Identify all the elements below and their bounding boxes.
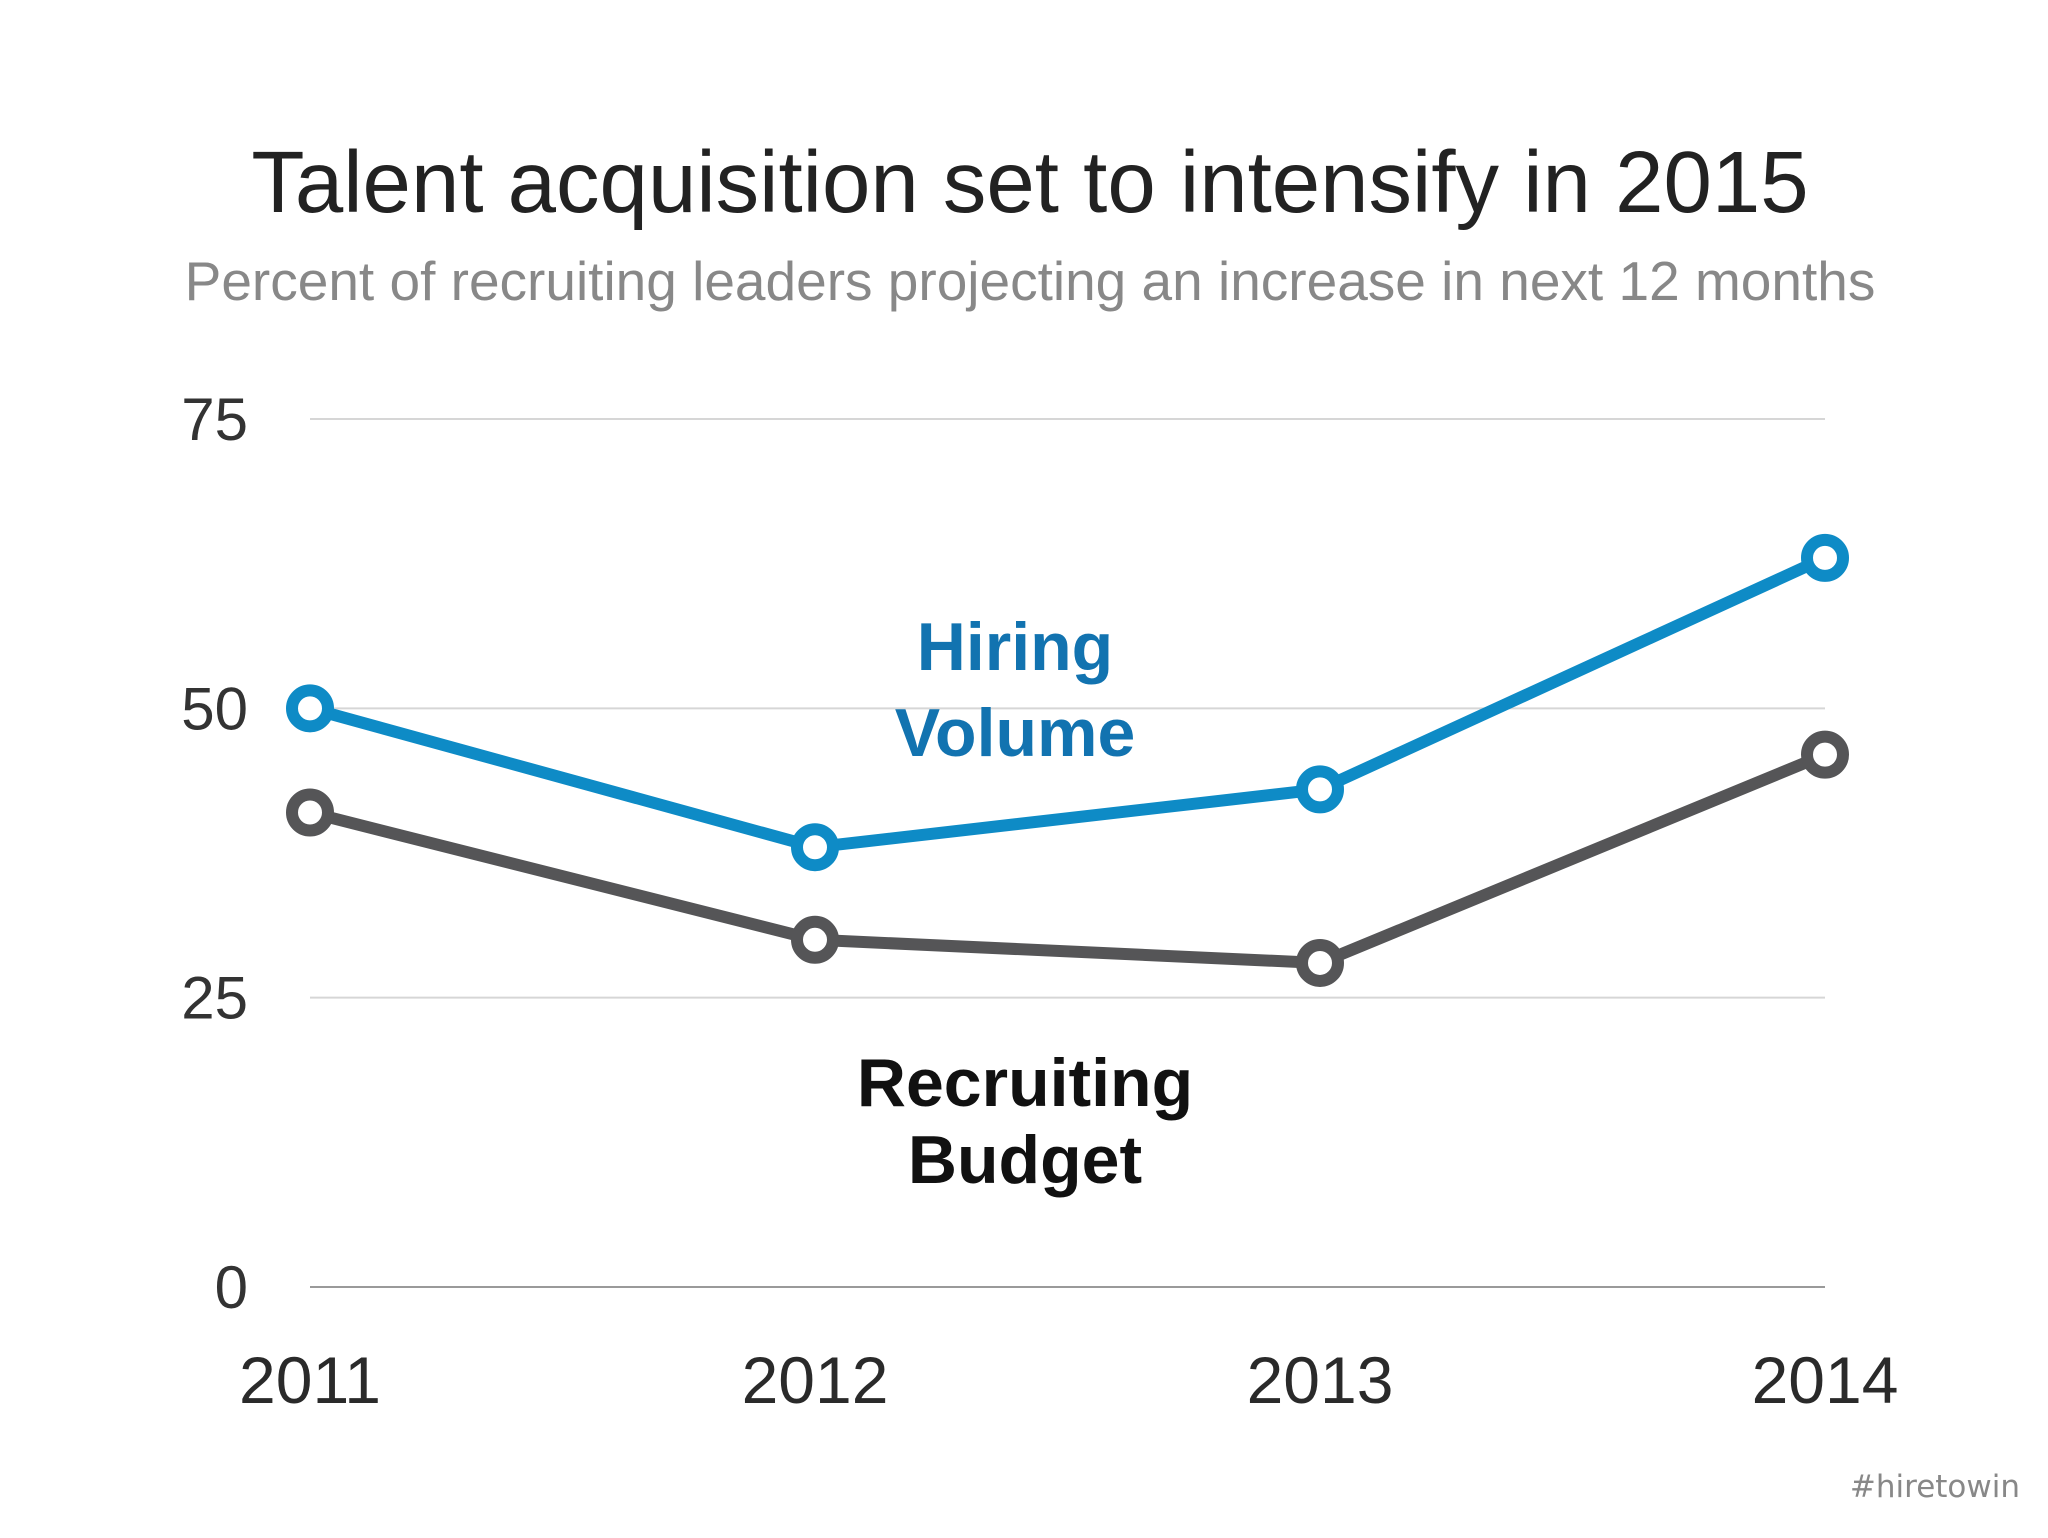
y-tick-label: 50 — [181, 675, 248, 742]
data-point-hiring-volume-2013 — [1296, 765, 1344, 814]
data-point-recruiting-budget-2012 — [791, 915, 839, 964]
x-tick-label: 2014 — [1752, 1343, 1899, 1417]
data-point-hiring-volume-2014 — [1801, 533, 1849, 582]
series-label-recruiting-budget-line2: Budget — [908, 1122, 1142, 1198]
chart-title: Talent acquisition set to intensify in 2… — [251, 134, 1808, 231]
x-tick-label: 2011 — [239, 1343, 381, 1417]
series-hiring-volume — [286, 533, 1849, 872]
data-point-recruiting-budget-2014 — [1801, 730, 1849, 779]
y-tick-label: 75 — [181, 386, 248, 453]
data-point-hiring-volume-2012 — [791, 823, 839, 872]
series-label-recruiting-budget-line1: Recruiting — [857, 1045, 1193, 1121]
watermark-hashtag: #hiretowin — [1850, 1469, 2020, 1505]
data-point-recruiting-budget-2013 — [1296, 938, 1344, 987]
x-axis-ticks: 2011 2012 2013 2014 — [239, 1343, 1898, 1417]
x-tick-label: 2012 — [742, 1343, 889, 1417]
series-label-hiring-volume-line2: Volume — [895, 695, 1136, 771]
series-line-hiring-volume — [304, 551, 1831, 854]
series-layer — [286, 533, 1849, 987]
series-label-hiring-volume-line1: Hiring — [917, 609, 1113, 685]
data-point-recruiting-budget-2011 — [286, 788, 334, 837]
data-point-hiring-volume-2011 — [286, 684, 334, 733]
y-axis-ticks: 0 25 50 75 — [181, 386, 248, 1321]
chart-subtitle: Percent of recruiting leaders projecting… — [185, 250, 1876, 312]
x-tick-label: 2013 — [1247, 1343, 1394, 1417]
y-tick-label: 25 — [181, 965, 248, 1032]
y-tick-label: 0 — [215, 1254, 248, 1321]
series-line-recruiting-budget — [304, 748, 1831, 969]
series-recruiting-budget — [286, 730, 1849, 987]
gridlines — [310, 418, 1825, 1288]
